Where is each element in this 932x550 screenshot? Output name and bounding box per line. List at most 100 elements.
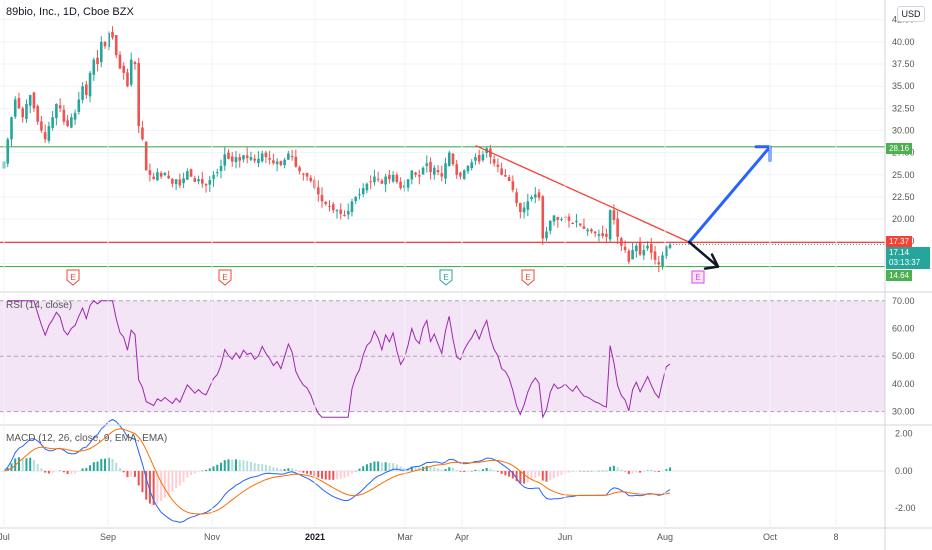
candle[interactable] [541, 194, 545, 245]
candle[interactable] [664, 245, 668, 259]
trendline-resistance[interactable] [475, 144, 690, 243]
candle[interactable] [635, 243, 638, 258]
candle[interactable] [62, 104, 66, 125]
candle[interactable] [204, 183, 208, 193]
candle[interactable] [249, 151, 253, 162]
candle[interactable] [346, 203, 350, 220]
candle[interactable] [309, 174, 313, 183]
candle[interactable] [421, 166, 425, 175]
candle[interactable] [320, 187, 324, 208]
candle[interactable] [548, 220, 552, 235]
candle[interactable] [197, 175, 200, 185]
candle[interactable] [28, 94, 32, 114]
candle[interactable] [436, 165, 440, 176]
candle[interactable] [223, 146, 227, 171]
candle[interactable] [215, 168, 219, 177]
candle[interactable] [174, 179, 178, 191]
candle[interactable] [163, 171, 167, 177]
candle[interactable] [489, 144, 492, 164]
candle[interactable] [55, 103, 58, 126]
candle[interactable] [339, 203, 343, 220]
candle[interactable] [578, 223, 582, 227]
candle[interactable] [219, 159, 223, 179]
candle[interactable] [410, 170, 414, 185]
candle[interactable] [556, 216, 560, 228]
candle[interactable] [137, 57, 140, 133]
candle[interactable] [279, 160, 283, 167]
candle[interactable] [519, 202, 522, 219]
candle[interactable] [17, 92, 21, 109]
candle[interactable] [477, 149, 481, 165]
earnings-marker[interactable]: E [439, 269, 453, 286]
candle[interactable] [474, 153, 477, 165]
earnings-marker[interactable]: E [521, 269, 535, 286]
candle[interactable] [129, 52, 133, 87]
candle[interactable] [21, 106, 25, 123]
projection-arrow-down[interactable] [687, 240, 720, 270]
candle[interactable] [358, 188, 361, 200]
candle[interactable] [85, 80, 88, 99]
candle[interactable] [70, 113, 73, 129]
candle[interactable] [350, 198, 354, 217]
candle[interactable] [492, 155, 496, 167]
candle[interactable] [159, 171, 163, 179]
candle[interactable] [395, 172, 399, 184]
candle[interactable] [36, 104, 39, 125]
candle[interactable] [515, 188, 518, 207]
candle[interactable] [406, 179, 410, 192]
candle[interactable] [156, 168, 159, 181]
candle[interactable] [425, 155, 429, 173]
candle[interactable] [96, 49, 99, 72]
candle[interactable] [384, 173, 387, 193]
candle[interactable] [429, 157, 432, 180]
rsi-pane[interactable] [0, 300, 885, 419]
candle[interactable] [245, 147, 249, 164]
candle[interactable] [530, 195, 533, 202]
candle[interactable] [283, 157, 286, 169]
candle[interactable] [575, 213, 578, 228]
candle[interactable] [388, 169, 391, 184]
earnings-marker[interactable]: E [218, 269, 232, 286]
macd-line[interactable] [3, 418, 671, 523]
candle[interactable] [298, 165, 301, 175]
candle[interactable] [126, 68, 129, 88]
candle[interactable] [593, 230, 597, 238]
candle[interactable] [107, 31, 111, 51]
candle[interactable] [582, 218, 586, 229]
candle[interactable] [649, 238, 653, 260]
candle[interactable] [111, 26, 114, 40]
candle[interactable] [305, 172, 309, 181]
candle[interactable] [496, 158, 500, 173]
candle[interactable] [354, 195, 358, 205]
currency-button[interactable]: USD [897, 6, 925, 22]
candle[interactable] [103, 41, 107, 49]
candle[interactable] [552, 214, 556, 226]
candle[interactable] [13, 96, 17, 119]
candle[interactable] [590, 228, 593, 234]
candle[interactable] [571, 221, 575, 225]
macd-indicator-label[interactable]: MACD (12, 26, close, 9, EMA, EMA) [6, 433, 168, 444]
candle[interactable] [620, 236, 623, 252]
candle[interactable] [440, 165, 444, 182]
candle[interactable] [58, 98, 62, 113]
candle[interactable] [451, 153, 455, 167]
candle[interactable] [627, 248, 631, 265]
candle[interactable] [391, 171, 395, 183]
candle[interactable] [186, 168, 189, 181]
candle[interactable] [182, 172, 185, 189]
candle[interactable] [272, 153, 275, 165]
candle[interactable] [10, 116, 13, 147]
candle[interactable] [616, 210, 619, 244]
candle[interactable] [485, 146, 488, 158]
candle[interactable] [537, 189, 541, 201]
candle[interactable] [324, 201, 328, 206]
candle[interactable] [653, 245, 657, 265]
candle[interactable] [294, 149, 298, 168]
candle[interactable] [601, 225, 604, 239]
candle[interactable] [470, 159, 473, 171]
candle[interactable] [507, 174, 511, 181]
candle[interactable] [77, 91, 81, 115]
candle[interactable] [208, 176, 212, 192]
candle[interactable] [331, 202, 335, 214]
